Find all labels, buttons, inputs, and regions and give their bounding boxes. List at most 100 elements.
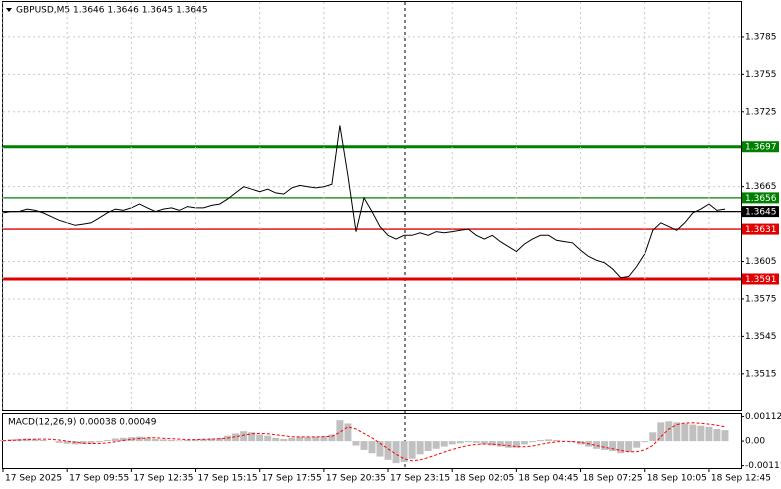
y-tick-label: 0.00112 — [745, 412, 781, 422]
macd-bar — [416, 441, 424, 455]
macd-bar — [593, 441, 601, 449]
macd-bar — [697, 425, 705, 442]
macd-bar — [721, 430, 729, 442]
macd-bar — [280, 438, 288, 442]
chart-title: GBPUSD,M5 1.3646 1.3646 1.3645 1.3645 — [16, 6, 208, 16]
macd-bar — [649, 432, 657, 442]
macd-bar — [127, 437, 135, 442]
y-tick-label: 1.3665 — [745, 182, 777, 192]
y-tick-label: -0.00111 — [745, 461, 781, 471]
macd-bar — [617, 441, 625, 454]
macd-bar — [159, 439, 167, 442]
macd-bar — [665, 421, 673, 442]
macd-bar — [681, 423, 689, 442]
macd-bar — [328, 434, 336, 442]
y-tick-label: 0.00 — [745, 437, 765, 447]
macd-bar — [216, 437, 224, 442]
macd-bar — [256, 434, 264, 442]
x-tick-label: 17 Sep 12:35 — [133, 474, 193, 484]
macd-bar — [392, 441, 400, 464]
macd-bar — [63, 441, 71, 444]
level-label-box — [742, 273, 779, 285]
x-tick-label: 17 Sep 23:15 — [390, 474, 450, 484]
macd-bar — [23, 438, 31, 442]
y-tick-label: 1.3785 — [745, 32, 777, 42]
price-line — [2, 125, 726, 279]
y-tick-label: 1.3545 — [745, 332, 777, 342]
macd-bar — [320, 436, 328, 442]
macd-bar — [528, 441, 536, 443]
macd-bar — [673, 422, 681, 442]
macd-bar — [360, 441, 368, 450]
macd-bar — [609, 441, 617, 452]
macd-bar — [352, 441, 360, 446]
macd-title: MACD(12,26,9) 0.00038 0.00049 — [8, 418, 157, 428]
macd-bar — [641, 441, 649, 443]
macd-bar — [119, 437, 127, 442]
macd-bar — [296, 436, 304, 442]
macd-bar — [175, 440, 183, 442]
macd-bar — [713, 428, 721, 442]
macd-bar — [31, 438, 39, 442]
x-tick-label: 17 Sep 2025 — [5, 474, 62, 484]
macd-bar — [512, 441, 520, 448]
macd-bar — [248, 432, 256, 442]
macd-bar — [657, 422, 665, 442]
macd-bar — [520, 441, 528, 445]
level-label: 1.3697 — [745, 143, 777, 153]
macd-bar — [480, 441, 488, 445]
macd-bar — [496, 441, 504, 447]
macd-bar — [95, 441, 103, 443]
signal-line — [2, 422, 726, 462]
macd-bar — [336, 420, 344, 442]
macd-bar — [424, 441, 432, 452]
level-label: 1.3656 — [745, 194, 777, 204]
y-tick-label: 1.3725 — [745, 107, 777, 117]
macd-bar — [464, 441, 472, 443]
x-tick-label: 17 Sep 15:15 — [198, 474, 258, 484]
level-label-box — [742, 206, 779, 218]
macd-bar — [151, 438, 159, 442]
macd-bar — [448, 441, 456, 445]
macd-bar — [577, 441, 585, 445]
y-tick-label: 1.3575 — [745, 294, 777, 304]
macd-bar — [504, 441, 512, 448]
x-tick-label: 17 Sep 20:35 — [326, 474, 386, 484]
macd-bar — [456, 441, 464, 444]
x-tick-label: 18 Sep 10:05 — [647, 474, 707, 484]
x-tick-label: 18 Sep 04:45 — [518, 474, 578, 484]
macd-bar — [601, 441, 609, 450]
macd-bar — [344, 423, 352, 442]
macd-bar — [87, 441, 95, 444]
macd-bar — [55, 441, 63, 443]
macd-bar — [625, 441, 633, 453]
macd-bar — [312, 436, 320, 442]
macd-bar — [400, 441, 408, 463]
y-tick-label: 1.3605 — [745, 257, 777, 267]
macd-bar — [272, 437, 280, 442]
macd-bar — [232, 433, 240, 442]
macd-bar — [7, 439, 15, 442]
macd-bar — [39, 440, 47, 442]
macd-bar — [633, 441, 641, 448]
x-tick-label: 18 Sep 02:05 — [454, 474, 514, 484]
x-tick-label: 17 Sep 17:55 — [262, 474, 322, 484]
macd-bar — [536, 440, 544, 442]
y-tick-label: 1.3755 — [745, 70, 777, 80]
macd-bar — [71, 441, 79, 445]
macd-bar — [432, 441, 440, 449]
macd-bar — [408, 441, 416, 459]
level-label-box — [742, 141, 779, 153]
macd-bar — [184, 440, 191, 442]
macd-bar — [264, 435, 272, 442]
price-panel — [2, 1, 742, 411]
macd-bar — [544, 439, 552, 442]
macd-bar — [208, 438, 216, 442]
menu-arrow[interactable] — [6, 8, 12, 12]
level-label: 1.3631 — [745, 225, 777, 235]
macd-bar — [192, 439, 200, 442]
macd-bar — [553, 440, 560, 442]
macd-bar — [288, 437, 296, 442]
